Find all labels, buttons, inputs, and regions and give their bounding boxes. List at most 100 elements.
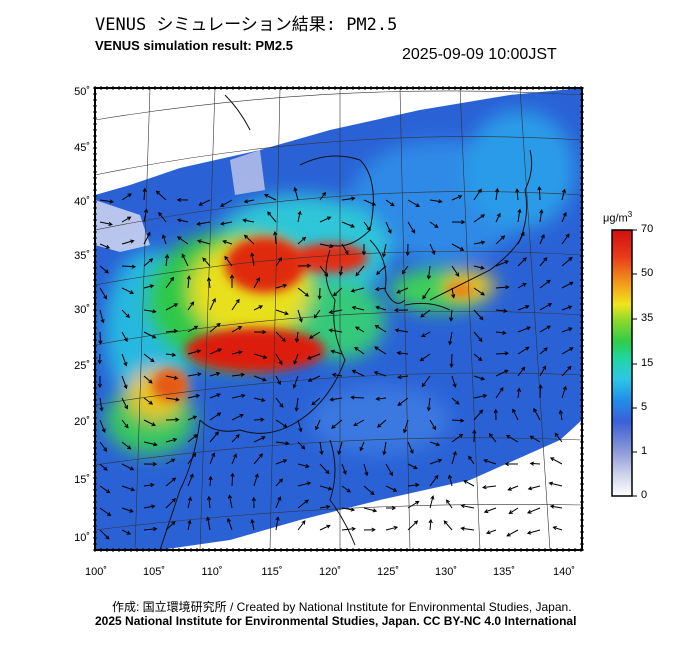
wind-vector-head bbox=[273, 230, 278, 236]
wind-vector bbox=[313, 309, 321, 319]
wind-vector-head bbox=[319, 450, 324, 456]
wind-vector bbox=[539, 280, 551, 289]
wind-vector bbox=[319, 485, 332, 490]
wind-vector bbox=[517, 366, 525, 377]
wind-vector bbox=[231, 454, 237, 465]
wind-vector-head bbox=[282, 459, 288, 464]
lon-label: 125˚ bbox=[376, 566, 400, 578]
title-english: VENUS simulation result: PM2.5 bbox=[95, 38, 293, 53]
wind-vector bbox=[561, 281, 574, 289]
wind-vector-head bbox=[275, 516, 280, 521]
wind-vector-head bbox=[480, 376, 486, 381]
wind-vector-head bbox=[241, 393, 246, 398]
wind-vector bbox=[187, 474, 194, 487]
wind-vector bbox=[539, 234, 545, 245]
wind-vector-head bbox=[374, 346, 379, 351]
lat-label: 20˚ bbox=[74, 416, 90, 428]
red-region bbox=[185, 328, 325, 372]
wind-vector bbox=[508, 485, 519, 491]
wind-vector bbox=[165, 330, 178, 333]
wind-vector-head bbox=[175, 397, 180, 402]
wind-vector bbox=[208, 277, 211, 289]
wind-vector bbox=[319, 463, 330, 474]
wind-vector bbox=[231, 473, 234, 487]
wind-vector-head bbox=[426, 407, 431, 412]
wind-vector-head bbox=[294, 407, 299, 412]
wind-vector bbox=[473, 214, 485, 223]
wind-vector-head bbox=[376, 270, 381, 275]
wind-vector bbox=[294, 187, 299, 201]
wind-vector-head bbox=[527, 486, 533, 491]
wind-vector-head bbox=[202, 257, 207, 262]
wind-vector bbox=[407, 441, 414, 454]
wind-vector-head bbox=[219, 221, 225, 226]
wind-vector-head bbox=[148, 379, 153, 384]
wind-vector bbox=[376, 306, 387, 311]
wind-vector-head bbox=[251, 496, 256, 502]
wind-vector-head bbox=[106, 512, 112, 517]
wind-vector bbox=[275, 331, 286, 342]
wind-vector bbox=[244, 199, 255, 203]
wind-vector bbox=[274, 231, 277, 245]
wind-vector bbox=[429, 519, 432, 531]
wind-vector-head bbox=[126, 216, 132, 221]
wind-vector bbox=[121, 216, 131, 223]
wind-vector bbox=[165, 458, 175, 465]
wind-vector bbox=[341, 507, 355, 511]
wind-vector-head bbox=[169, 276, 175, 282]
wind-vector-head bbox=[495, 187, 500, 193]
wind-vector-head bbox=[428, 518, 433, 524]
wind-vector-head bbox=[459, 418, 465, 423]
wind-vector bbox=[341, 528, 355, 531]
wind-vector bbox=[275, 496, 281, 509]
wind-vector-head bbox=[142, 187, 147, 193]
wind-vector bbox=[309, 331, 321, 339]
wind-vector-head bbox=[171, 521, 176, 526]
wind-vector-head bbox=[285, 441, 290, 446]
wind-vector-head bbox=[193, 325, 199, 330]
wind-vector-head bbox=[129, 508, 134, 513]
wind-vector bbox=[253, 353, 267, 359]
wind-vector bbox=[376, 397, 387, 400]
wind-vector-head bbox=[351, 369, 357, 374]
wind-vector bbox=[231, 299, 240, 311]
wind-vector-head bbox=[328, 309, 333, 315]
wind-vector bbox=[99, 397, 103, 411]
wind-vector-head bbox=[237, 326, 243, 330]
wind-vector-head bbox=[193, 434, 198, 439]
wind-vector-head bbox=[217, 412, 222, 417]
wind-vector-head bbox=[375, 305, 380, 310]
lat-label: 25˚ bbox=[74, 360, 90, 372]
wind-vector bbox=[559, 410, 563, 421]
wind-vector bbox=[209, 431, 219, 443]
wind-vector-head bbox=[452, 383, 457, 388]
colorbar-gradient bbox=[611, 229, 633, 497]
wind-vector-head bbox=[569, 347, 574, 352]
wind-vector bbox=[297, 499, 309, 509]
wind-vector bbox=[495, 387, 504, 399]
wind-vector bbox=[397, 397, 409, 406]
wind-vector bbox=[473, 394, 487, 399]
wind-vector bbox=[395, 329, 409, 333]
wind-vector bbox=[539, 257, 548, 267]
wind-vector-head bbox=[301, 520, 306, 525]
wind-vector bbox=[275, 257, 282, 267]
wind-vector bbox=[224, 256, 233, 267]
wind-vector-head bbox=[307, 377, 313, 382]
wind-vector-head bbox=[103, 466, 108, 471]
wind-vector-head bbox=[434, 474, 439, 480]
wind-vector bbox=[165, 521, 176, 531]
wind-vector bbox=[375, 287, 387, 290]
wind-vector bbox=[143, 397, 153, 405]
colorbar-tick: 70 bbox=[641, 223, 654, 235]
wind-vector-head bbox=[508, 510, 513, 514]
wind-vector-head bbox=[521, 366, 526, 371]
wind-vector-head bbox=[229, 274, 235, 279]
wind-vector-head bbox=[262, 377, 267, 382]
lat-label: 30˚ bbox=[74, 304, 90, 316]
lon-label: 115˚ bbox=[261, 566, 283, 578]
wind-vector-head bbox=[419, 357, 425, 362]
wind-vector-head bbox=[373, 371, 379, 376]
wind-vector-head bbox=[298, 318, 303, 323]
wind-vector bbox=[319, 265, 328, 277]
